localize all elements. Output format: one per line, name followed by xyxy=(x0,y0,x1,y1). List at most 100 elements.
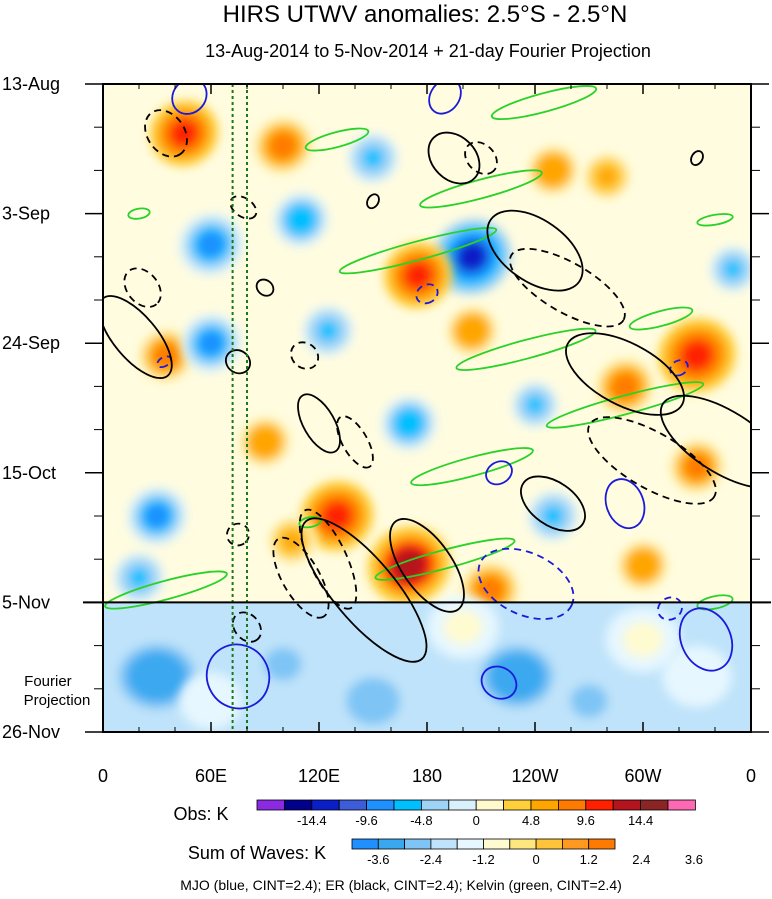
er-contour xyxy=(389,518,465,613)
anomaly-blob xyxy=(149,100,219,167)
projection-level xyxy=(193,685,229,717)
x-tick-label: 120W xyxy=(511,766,558,786)
anomaly-level xyxy=(321,501,353,531)
legend-swatch xyxy=(311,799,340,811)
legend-swatch xyxy=(558,799,587,811)
anomaly-blob xyxy=(710,246,751,292)
projection-level xyxy=(678,659,716,694)
chart-subtitle: 13-Aug-2014 to 5-Nov-2014 + 21-day Fouri… xyxy=(205,41,651,61)
legend-swatch xyxy=(448,799,477,811)
legend-tick-label: -4.8 xyxy=(410,813,432,828)
legend-tick-label: -1.2 xyxy=(472,852,494,867)
legend-tick-label: 3.6 xyxy=(685,852,703,867)
anomaly-level xyxy=(397,412,421,435)
legend-waves: Sum of Waves: K -3.6 -2.4 -1.2 0 1.2 2.4 3.6 xyxy=(188,838,703,867)
anomaly-blob xyxy=(582,152,632,202)
projection-blob xyxy=(554,670,624,732)
anomaly-blob xyxy=(615,538,671,592)
legend-swatch xyxy=(585,799,614,811)
legend-swatch xyxy=(256,799,285,811)
legend-swatch xyxy=(509,838,537,850)
y-tick-label: 15-Oct xyxy=(2,463,56,483)
er-contour xyxy=(144,109,188,158)
anomaly-blob xyxy=(303,306,353,356)
legend-swatch xyxy=(430,838,458,850)
chart-title: HIRS UTWV anomalies: 2.5°S - 2.5°N xyxy=(223,1,628,28)
legend-tick-label: 9.6 xyxy=(577,813,595,828)
projection-blob xyxy=(334,667,412,732)
anomaly-level xyxy=(542,505,564,527)
legend-tick-label: 14.4 xyxy=(628,813,653,828)
legend-swatch xyxy=(667,799,696,811)
er-contour xyxy=(427,131,481,185)
kelvin-contour xyxy=(455,327,597,371)
er-contour xyxy=(587,416,717,505)
projection-blob xyxy=(179,672,243,730)
x-tick-label: 0 xyxy=(98,766,108,786)
mjo-contour xyxy=(604,478,646,530)
mjo-contour xyxy=(480,665,518,700)
anomaly-blob xyxy=(273,193,329,247)
legend-swatch xyxy=(503,799,532,811)
y-tick-label: 13-Aug xyxy=(2,74,60,94)
mjo-contour xyxy=(485,460,513,486)
y-tick-label: 26-Nov xyxy=(2,722,60,742)
kelvin-contours xyxy=(104,85,734,611)
kelvin-contour xyxy=(304,127,370,152)
legend-tick-label: 2.4 xyxy=(632,852,650,867)
er-contour xyxy=(690,150,704,166)
kelvin-contour xyxy=(104,570,228,610)
legend-tick-label: -2.4 xyxy=(420,852,442,867)
anomaly-blob xyxy=(444,304,500,358)
legend-obs-ticks: -14.4 -9.6 -4.8 0 4.8 9.6 14.4 xyxy=(297,813,653,828)
er-contour xyxy=(300,517,428,663)
projection-blob xyxy=(248,633,318,695)
er-contour xyxy=(123,267,162,308)
legend-swatch xyxy=(612,799,642,811)
contour-note: MJO (blue, CINT=2.4); ER (black, CINT=2.… xyxy=(180,877,622,893)
anomaly-level xyxy=(144,504,170,528)
anomaly-level xyxy=(289,208,313,231)
anomaly-level xyxy=(253,430,277,453)
legend-waves-colorbar xyxy=(351,838,616,850)
legend-swatch xyxy=(640,799,669,811)
anomaly-level xyxy=(197,231,225,258)
mjo-contour xyxy=(415,283,439,305)
kelvin-contour xyxy=(127,207,151,220)
legend-swatch xyxy=(475,799,505,811)
legend-obs-label: Obs: K xyxy=(173,804,228,824)
kelvin-contour xyxy=(419,169,543,209)
legend-tick-label: -3.6 xyxy=(367,852,389,867)
kelvin-contour xyxy=(410,447,534,487)
anomaly-level xyxy=(281,530,303,551)
anomaly-level xyxy=(128,567,150,588)
er-contour xyxy=(366,193,380,210)
legend-swatch xyxy=(530,799,559,811)
anomaly-blob xyxy=(179,213,243,276)
kelvin-contour xyxy=(338,226,498,275)
mjo-contour xyxy=(669,359,689,377)
anomaly-blob xyxy=(381,396,437,451)
anomaly-blob xyxy=(433,219,511,295)
legend-swatch xyxy=(338,799,368,811)
anomaly-level xyxy=(525,395,545,415)
er-contour xyxy=(336,415,374,469)
anomaly-level xyxy=(403,261,433,290)
legend-tick-label: 0 xyxy=(473,813,480,828)
mjo-contour xyxy=(428,84,462,115)
anomaly-level xyxy=(476,577,504,603)
anomaly-blob xyxy=(348,133,398,183)
anomaly-blob xyxy=(114,553,164,603)
er-contour xyxy=(290,341,320,370)
projection-level xyxy=(351,682,395,720)
kelvin-contour xyxy=(696,213,734,227)
anomaly-level xyxy=(631,554,655,577)
anomaly-blob xyxy=(383,242,453,309)
anomaly-level xyxy=(169,119,199,148)
anomaly-blob xyxy=(237,415,293,469)
mjo-contours xyxy=(156,84,734,710)
er-contour xyxy=(565,332,685,416)
anomaly-blob xyxy=(127,487,187,545)
legend-swatch xyxy=(456,838,484,850)
kelvin-contour xyxy=(374,537,516,581)
